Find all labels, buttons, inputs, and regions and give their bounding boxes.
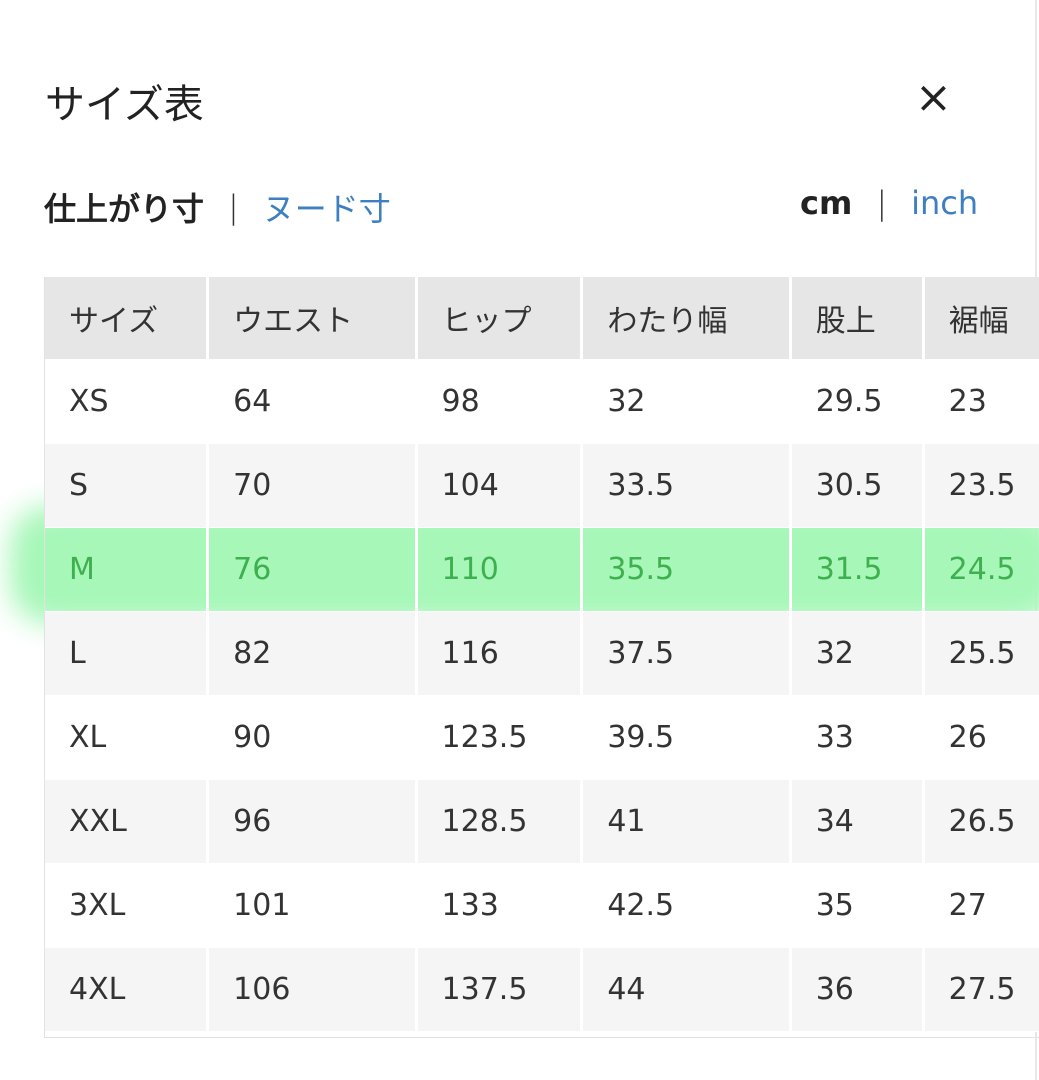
unit-toggle: cm | inch: [800, 184, 978, 222]
table-cell: 35: [788, 863, 924, 948]
table-cell: 90: [206, 695, 417, 780]
table-cell: 23.5: [921, 443, 1039, 528]
table-cell: 32: [580, 359, 791, 444]
table-cell: 64: [206, 359, 417, 444]
table-cell: 96: [206, 779, 417, 864]
table-cell: 39.5: [580, 695, 791, 780]
measure-toggle: 仕上がり寸 | ヌード寸: [44, 184, 391, 230]
table-cell: 42.5: [580, 863, 791, 948]
table-cell: 98: [414, 359, 582, 444]
table-cell: 4XL: [43, 947, 208, 1032]
table-cell: 35.5: [580, 527, 791, 612]
table-row: XL 90 123.5 39.5 33 26: [43, 695, 1039, 780]
tab-finished-size[interactable]: 仕上がり寸: [44, 190, 205, 228]
unit-inch[interactable]: inch: [911, 184, 979, 222]
table-cell: 3XL: [43, 863, 208, 948]
table-row: 3XL 101 133 42.5 35 27: [43, 863, 1039, 948]
close-icon[interactable]: ×: [915, 72, 952, 123]
table-row: XXL 96 128.5 41 34 26.5: [43, 779, 1039, 864]
table-cell: 82: [206, 611, 417, 696]
table-cell: 116: [414, 611, 582, 696]
table-cell: 34: [788, 779, 924, 864]
column-header: ヒップ: [414, 277, 582, 360]
table-row: L 82 116 37.5 32 25.5: [43, 611, 1039, 696]
table-cell: 29.5: [788, 359, 924, 444]
table-cell: S: [43, 443, 208, 528]
column-header: ウエスト: [206, 277, 417, 360]
table-cell: XXL: [43, 779, 208, 864]
table-cell: 33: [788, 695, 924, 780]
table-cell: M: [43, 527, 208, 612]
table-cell: 23: [921, 359, 1039, 444]
table-cell: 30.5: [788, 443, 924, 528]
page-title: サイズ表: [45, 82, 204, 128]
column-header: わたり幅: [580, 277, 791, 360]
separator: |: [876, 184, 888, 222]
table-header-row: サイズ ウエスト ヒップ わたり幅 股上 裾幅: [43, 277, 1039, 360]
table-cell: 24.5: [921, 527, 1039, 612]
table-cell: L: [43, 611, 208, 696]
separator: |: [228, 188, 239, 226]
table-cell: 36: [788, 947, 924, 1032]
table-cell: 37.5: [580, 611, 791, 696]
table-row: XS 64 98 32 29.5 23: [43, 359, 1039, 444]
column-header: 裾幅: [921, 277, 1039, 360]
table-cell: 133: [414, 863, 582, 948]
table-cell: 76: [206, 527, 417, 612]
table-cell: 110: [414, 527, 582, 612]
table-cell: 31.5: [788, 527, 924, 612]
table-cell: 41: [580, 779, 791, 864]
table-cell: 27: [921, 863, 1039, 948]
table-cell: 26: [921, 695, 1039, 780]
table-cell: 26.5: [921, 779, 1039, 864]
table-cell: 137.5: [414, 947, 582, 1032]
size-table: サイズ ウエスト ヒップ わたり幅 股上 裾幅 XS 64 98 32 29.5 23 S 70 104 3…: [43, 277, 1039, 1032]
table-cell: 128.5: [414, 779, 582, 864]
table-cell: XL: [43, 695, 208, 780]
table-cell: XS: [43, 359, 208, 444]
table-cell: 104: [414, 443, 582, 528]
tab-nude-size[interactable]: ヌード寸: [262, 190, 391, 228]
unit-cm[interactable]: cm: [800, 184, 853, 222]
table-cell: 33.5: [580, 443, 791, 528]
table-cell: 123.5: [414, 695, 582, 780]
table-cell: 44: [580, 947, 791, 1032]
table-cell: 70: [206, 443, 417, 528]
column-header: サイズ: [43, 277, 208, 360]
column-header: 股上: [788, 277, 924, 360]
table-row: S 70 104 33.5 30.5 23.5: [43, 443, 1039, 528]
table-row: M 76 110 35.5 31.5 24.5: [43, 527, 1039, 612]
table-cell: 25.5: [921, 611, 1039, 696]
table-cell: 27.5: [921, 947, 1039, 1032]
table-cell: 32: [788, 611, 924, 696]
table-cell: 101: [206, 863, 417, 948]
table-cell: 106: [206, 947, 417, 1032]
table-row: 4XL 106 137.5 44 36 27.5: [43, 947, 1039, 1032]
